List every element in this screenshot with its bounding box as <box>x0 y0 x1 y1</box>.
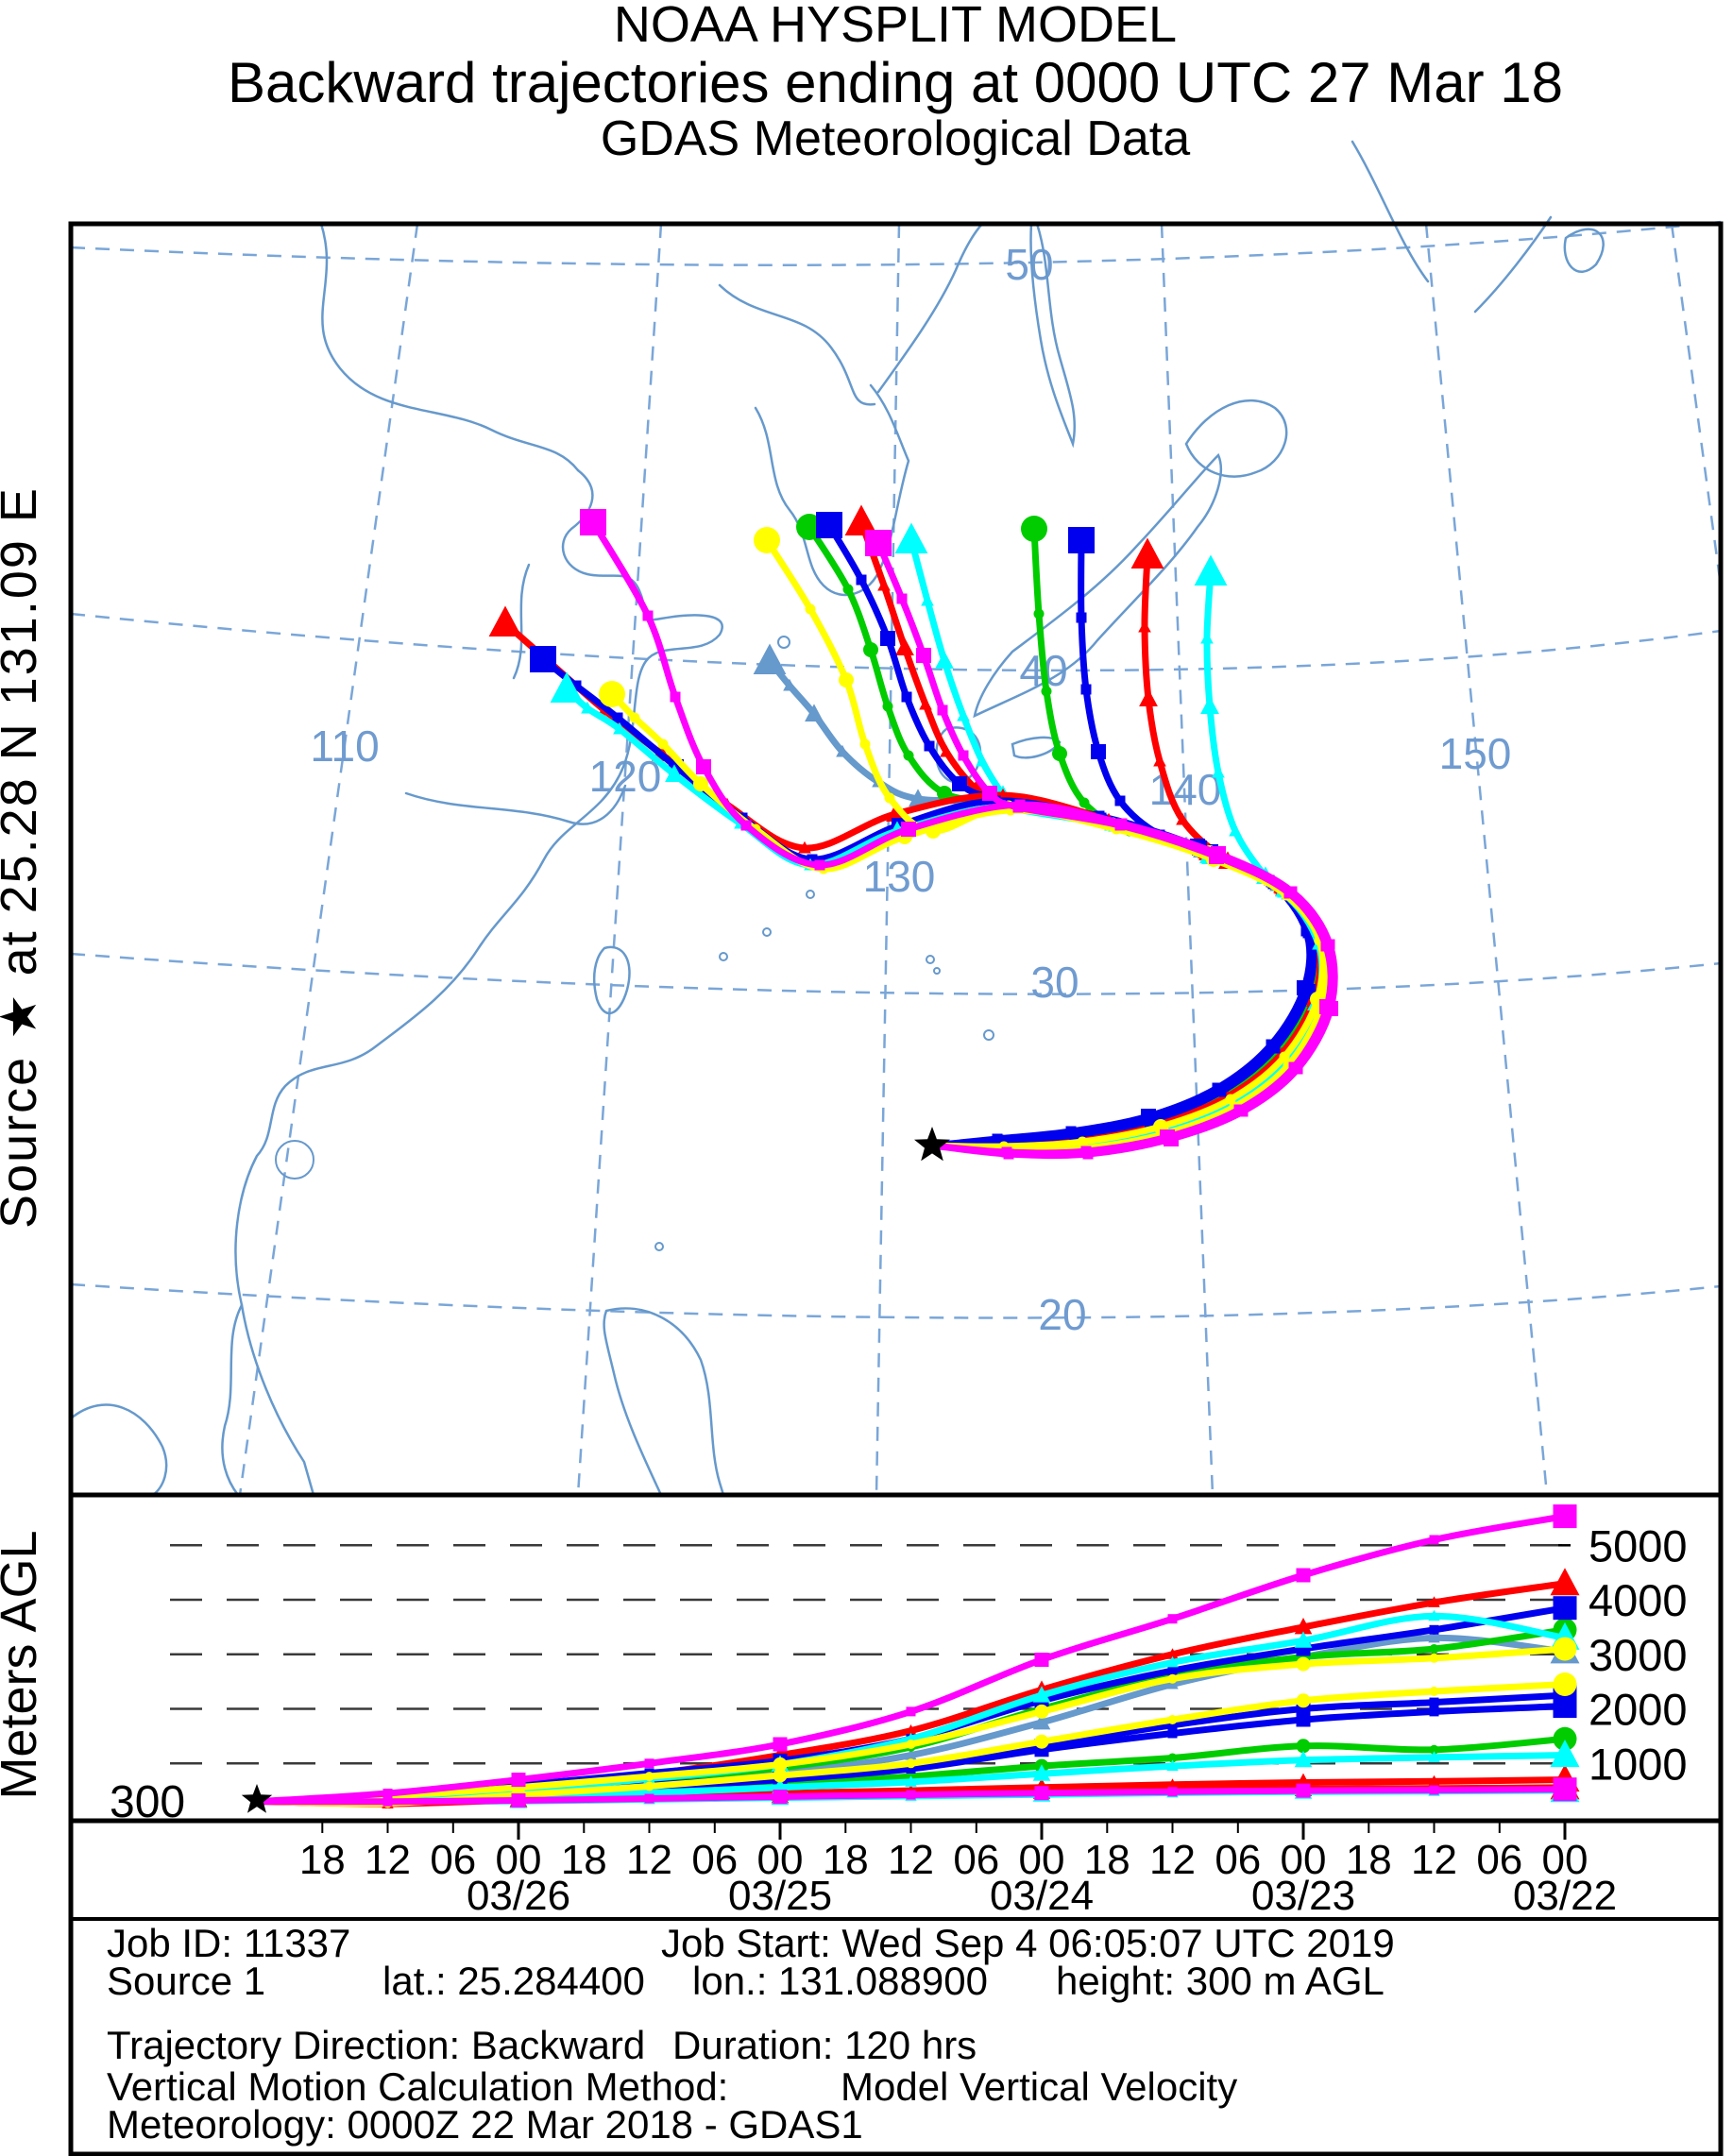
grid-label-150: 150 <box>1439 729 1512 778</box>
hour-label: 00 <box>1542 1837 1589 1883</box>
hour-label: 12 <box>1411 1837 1457 1883</box>
job-start: Job Start: Wed Sep 4 06:05:07 UTC 2019 <box>661 1921 1395 1965</box>
title-line1: NOAA HYSPLIT MODEL <box>614 0 1177 53</box>
meteorology: Meteorology: 0000Z 22 Mar 2018 - GDAS1 <box>107 2102 863 2147</box>
source-lon: lon.: 131.088900 <box>692 1959 988 2003</box>
source-star-height <box>241 1784 273 1813</box>
grid-label-130: 130 <box>863 852 936 901</box>
hour-label: 06 <box>1215 1837 1261 1883</box>
alt-label-4000: 4000 <box>1589 1575 1688 1625</box>
hour-label: 18 <box>299 1837 346 1883</box>
alt-label-5000: 5000 <box>1589 1520 1688 1570</box>
map-coastlines <box>69 140 1605 1497</box>
map-source-star <box>914 1127 950 1162</box>
trajectory-direction: Trajectory Direction: Backward <box>107 2023 645 2067</box>
height-curves <box>253 1504 1580 1808</box>
hour-label: 00 <box>1019 1837 1065 1883</box>
hour-label: 12 <box>365 1837 411 1883</box>
date-label: 03/23 <box>1251 1873 1355 1919</box>
height-profile-magenta <box>253 1777 1577 1808</box>
map-trajectory-slate <box>753 643 1320 1149</box>
date-label: 03/24 <box>990 1873 1094 1919</box>
map-trajectories <box>488 504 1338 1160</box>
alt-label-3000: 3000 <box>1589 1630 1688 1680</box>
hour-label: 06 <box>691 1837 738 1883</box>
source-height: height: 300 m AGL <box>1056 1959 1385 2003</box>
grid-label-110: 110 <box>310 721 379 771</box>
map-trajectory-blue <box>928 527 1314 1149</box>
map-trajectory-magenta <box>580 509 1338 1160</box>
hour-label: 18 <box>1346 1837 1392 1883</box>
map-graticule <box>70 220 1723 1496</box>
title-line2: Backward trajectories ending at 0000 UTC… <box>228 51 1563 114</box>
alt-label-2000: 2000 <box>1589 1685 1688 1735</box>
source-lat: lat.: 25.284400 <box>382 1959 645 2003</box>
time-axis: 18 12 06 00 18 12 06 00 18 12 06 00 18 12 06 00 18 12 06 00… <box>299 1821 1617 1919</box>
start-height-label: 300 <box>110 1777 185 1827</box>
hour-label: 12 <box>626 1837 672 1883</box>
hour-label: 18 <box>823 1837 869 1883</box>
source-location-label: Source ★ at 25.28 N 131.09 E <box>0 486 47 1229</box>
hour-label: 06 <box>1476 1837 1522 1883</box>
hour-label: 12 <box>888 1837 934 1883</box>
meters-agl-label: Meters AGL <box>0 1530 47 1799</box>
date-label: 03/22 <box>1513 1873 1617 1919</box>
title-line3: GDAS Meteorological Data <box>601 111 1190 166</box>
date-label: 03/25 <box>728 1873 832 1919</box>
hour-label: 06 <box>430 1837 476 1883</box>
date-label: 03/26 <box>467 1873 570 1919</box>
source-number: Source 1 <box>107 1959 265 2003</box>
hour-label: 12 <box>1149 1837 1196 1883</box>
hour-label: 18 <box>1084 1837 1130 1883</box>
hour-label: 18 <box>561 1837 607 1883</box>
height-source-star <box>241 1784 273 1813</box>
vertical-motion-value: Model Vertical Velocity <box>841 2064 1237 2109</box>
height-profile-magenta <box>253 1504 1577 1806</box>
hour-label: 00 <box>1281 1837 1327 1883</box>
grid-label-20: 20 <box>1038 1290 1086 1339</box>
hour-label: 00 <box>496 1837 542 1883</box>
alt-label-1000: 1000 <box>1589 1739 1688 1789</box>
duration: Duration: 120 hrs <box>672 2023 977 2067</box>
hour-label: 00 <box>757 1837 804 1883</box>
source-star-map <box>914 1127 950 1162</box>
frames <box>68 221 1724 2156</box>
job-id: Job ID: 11337 <box>107 1921 350 1965</box>
grid-label-30: 30 <box>1030 958 1079 1007</box>
vertical-motion-label: Vertical Motion Calculation Method: <box>107 2064 728 2109</box>
hour-label: 06 <box>953 1837 999 1883</box>
